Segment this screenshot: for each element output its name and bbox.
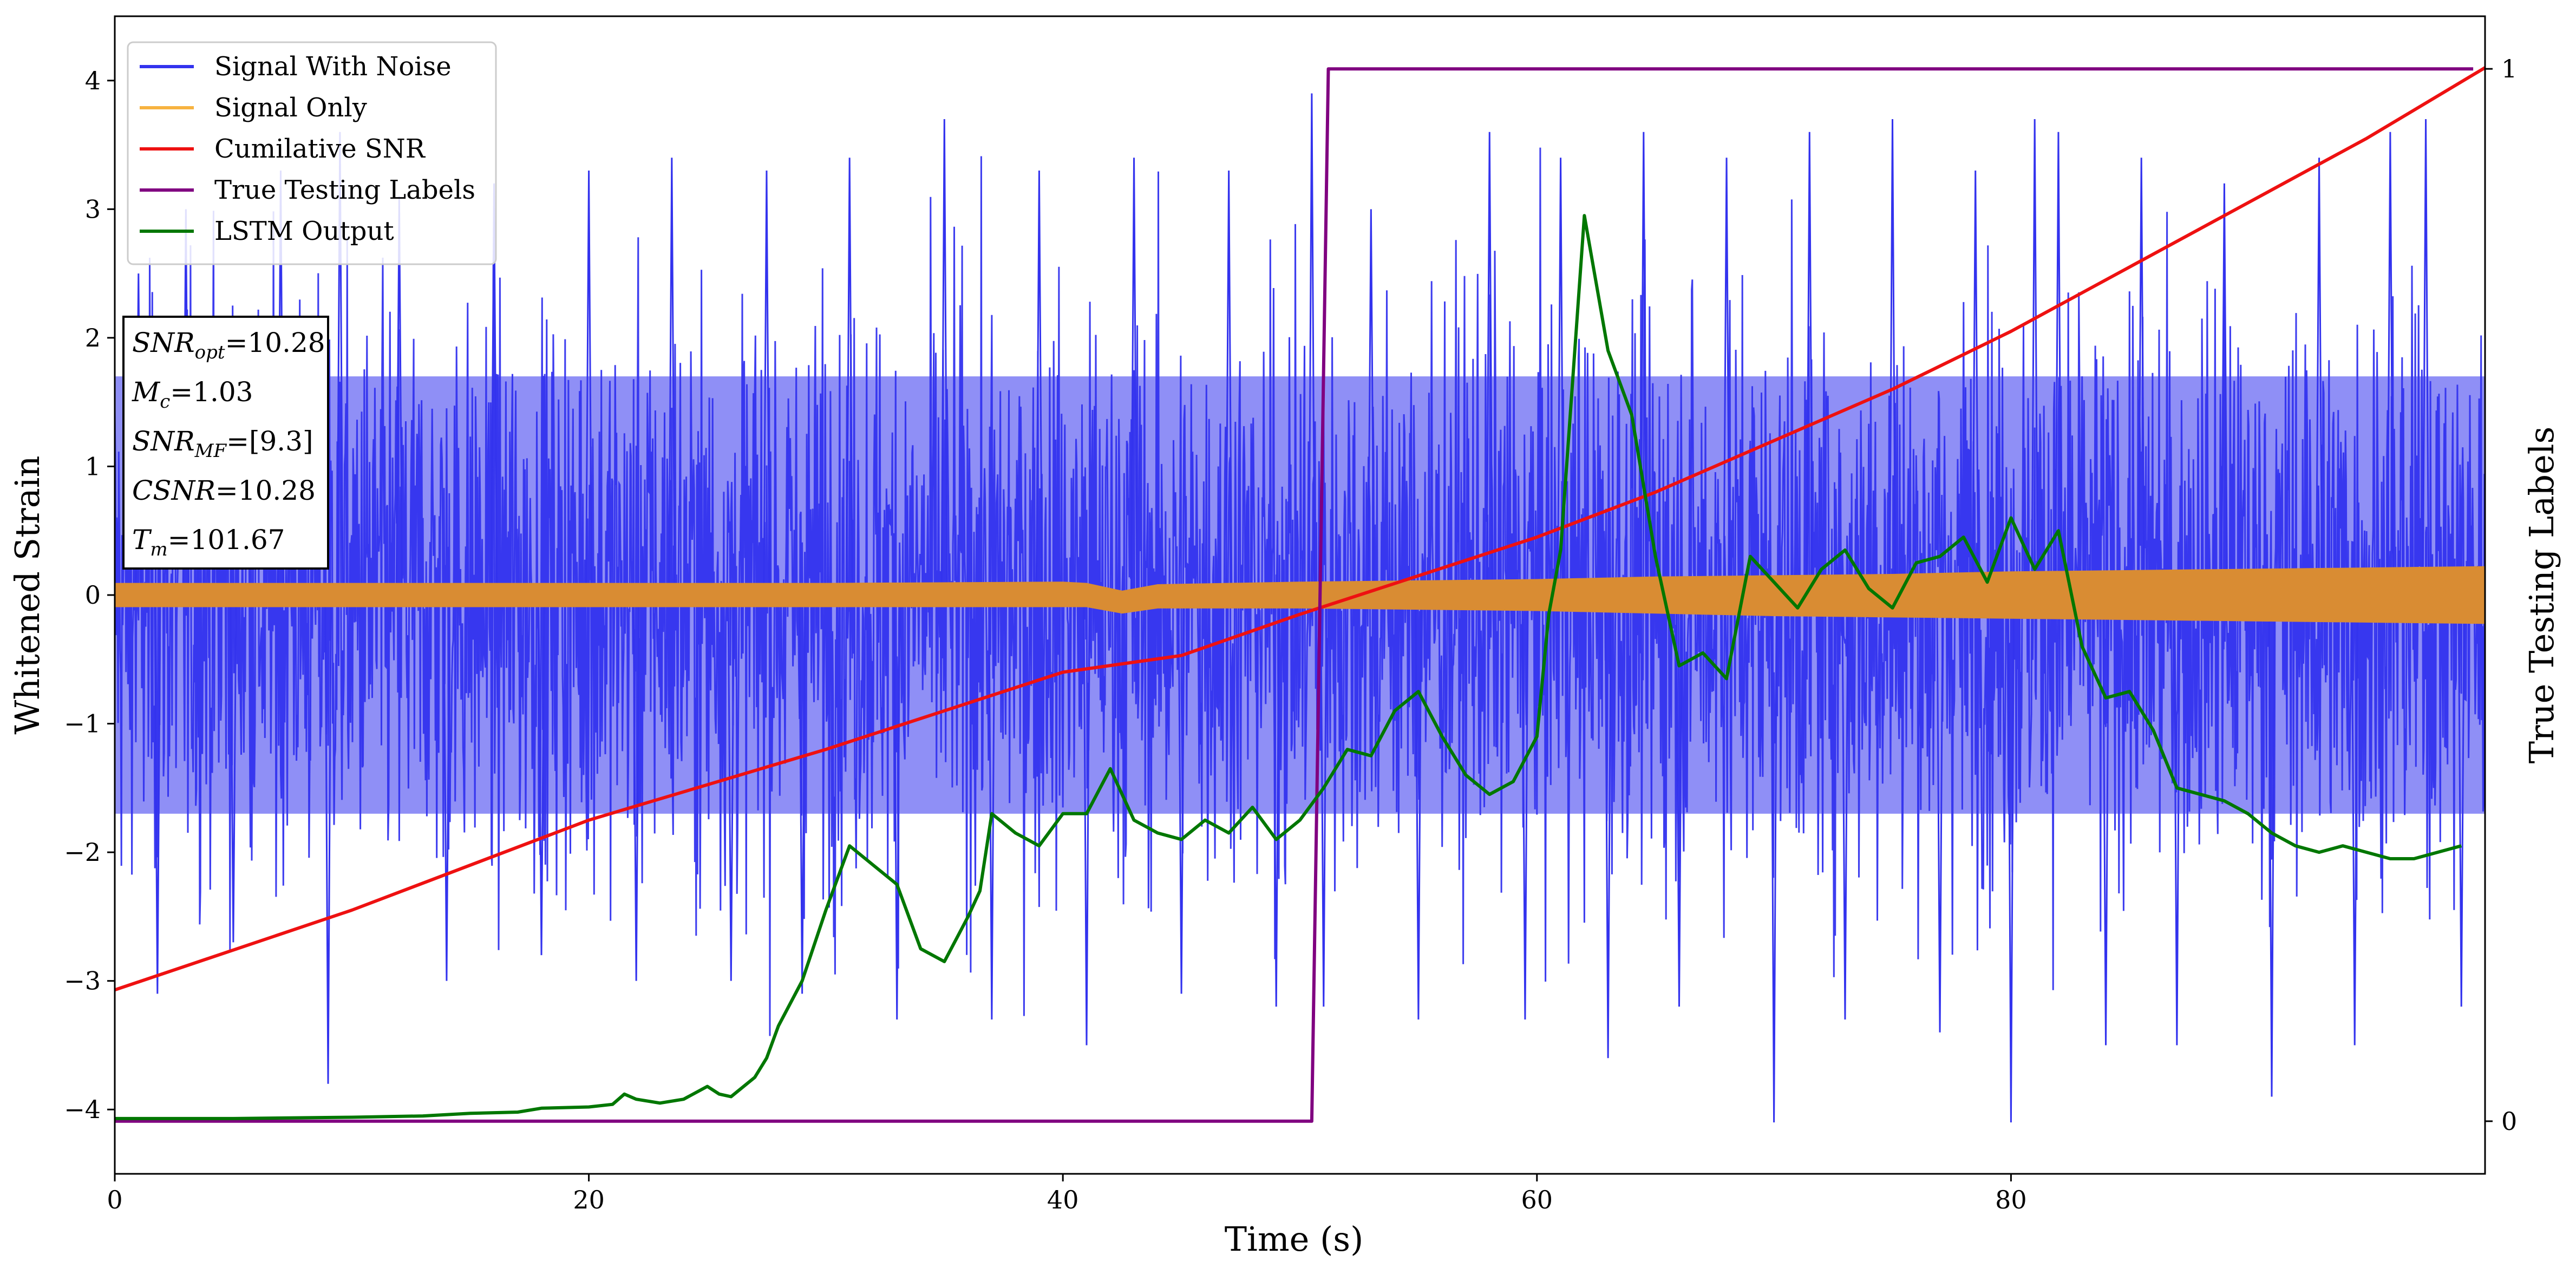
x-axis-title: Time (s)	[1225, 1219, 1364, 1259]
signal-with-noise-spike-32	[1521, 594, 1529, 1020]
y-tick-label: −1	[64, 709, 101, 739]
signal-with-noise-spike-17	[846, 158, 853, 596]
y-axis-title: Whitened Strain	[8, 456, 47, 735]
y-tick-label: −4	[64, 1095, 101, 1124]
lstm-output-line	[115, 214, 2462, 1120]
signal-with-noise-spike-45	[2031, 119, 2038, 596]
x-tick-label: 40	[1047, 1185, 1079, 1214]
x-tick-label: 60	[1521, 1185, 1553, 1214]
legend-label: Signal With Noise	[214, 51, 452, 82]
signal-with-noise-spike-47	[2102, 594, 2110, 1046]
signal-with-noise-spike-24	[1178, 594, 1185, 994]
y-axis-right-title: True Testing Labels	[2522, 427, 2561, 764]
y-tick-label: 3	[85, 194, 101, 224]
signal-with-noise-spike-21	[1035, 171, 1043, 596]
legend-label: LSTM Output	[214, 216, 394, 246]
true-testing-labels-line	[115, 67, 2474, 1123]
signal-with-noise-spike-3	[230, 594, 237, 943]
annotation-frame	[122, 316, 329, 570]
annotation-line: SNRMF=[9.3]	[132, 426, 313, 462]
y-right-tick-label: 0	[2501, 1107, 2517, 1136]
signal-with-noise-spike-37	[1723, 158, 1730, 596]
annotation-line: Mc=1.03	[132, 376, 253, 413]
annotation-line: CSNR=10.28	[132, 475, 316, 506]
signal-with-noise-spike-19	[940, 119, 949, 596]
signal-with-noise-spike-52	[2315, 158, 2323, 596]
legend-label: Cumilative SNR	[214, 134, 426, 164]
y-tick-label: 4	[85, 66, 101, 95]
parameter-annotation-box: SNRopt=10.28 Mc=1.03 SNRMF=[9.3] CSNR=10.28…	[122, 316, 329, 570]
y-tick-label: 2	[85, 323, 101, 352]
signal-with-noise-spike-40	[1841, 594, 1849, 1020]
y-tick-label: 0	[85, 580, 101, 610]
x-tick-label: 20	[573, 1185, 605, 1214]
legend-box	[127, 41, 497, 265]
signal-with-noise-spike-22	[1083, 594, 1090, 1046]
signal-with-noise-spike-41	[1888, 119, 1897, 596]
signal-with-noise-spike-1	[154, 594, 161, 994]
annotation-line: SNRopt=10.28	[132, 327, 325, 363]
signal-with-noise-spike-46	[2055, 132, 2062, 596]
signal-with-noise-spike-55	[2422, 119, 2430, 596]
signal-with-noise-spike-39	[1806, 132, 1814, 596]
signal-with-noise-spike-25	[1225, 171, 1233, 596]
legend: Signal With Noise Signal Only Cumilative S…	[127, 41, 497, 265]
signal-with-noise-spike-5	[324, 594, 332, 1084]
cumilative-snr-line	[115, 66, 2485, 992]
signal-with-noise-spike-18	[893, 594, 901, 1020]
y-tick-label: 1	[85, 452, 101, 481]
signal-with-noise-spike-35	[1640, 132, 1647, 596]
signal-with-noise-spike-16	[798, 594, 806, 994]
signal-with-noise-spike-15	[763, 171, 770, 596]
x-tick-label: 0	[107, 1185, 122, 1214]
signal-with-noise-spike-50	[2220, 183, 2228, 596]
signal-with-noise-spike-11	[585, 171, 593, 596]
signal-with-noise-spike-31	[1486, 132, 1493, 596]
signal-with-noise-spike-49	[2173, 594, 2181, 1046]
signal-with-noise-spike-13	[668, 158, 676, 596]
signal-with-noise-spike-33	[1557, 158, 1565, 596]
x-tick-label: 80	[1995, 1185, 2027, 1214]
plot-area	[115, 66, 2485, 1123]
signal-with-noise-spike-34	[1604, 594, 1612, 1059]
signal-with-noise-spike-30	[1415, 594, 1422, 1020]
legend-label: Signal Only	[214, 93, 367, 123]
y-right-tick-label: 1	[2501, 54, 2517, 83]
signal-with-noise-spike-20	[988, 594, 996, 1020]
signal-with-noise-spike-27	[1308, 93, 1316, 596]
signal-with-noise-spike-29	[1367, 209, 1375, 596]
legend-label: True Testing Labels	[214, 175, 475, 205]
signal-with-noise-spike-23	[1130, 158, 1138, 596]
signal-with-noise-spike-54	[2387, 132, 2394, 596]
y-tick-label: −3	[64, 966, 101, 996]
annotation-line: Tm=101.67	[132, 524, 285, 560]
signal-with-noise-spike-43	[1971, 171, 1979, 596]
signal-with-noise-spike-48	[2137, 158, 2145, 596]
y-tick-label: −2	[64, 838, 101, 867]
signal-with-noise-spike-53	[2351, 594, 2358, 1046]
